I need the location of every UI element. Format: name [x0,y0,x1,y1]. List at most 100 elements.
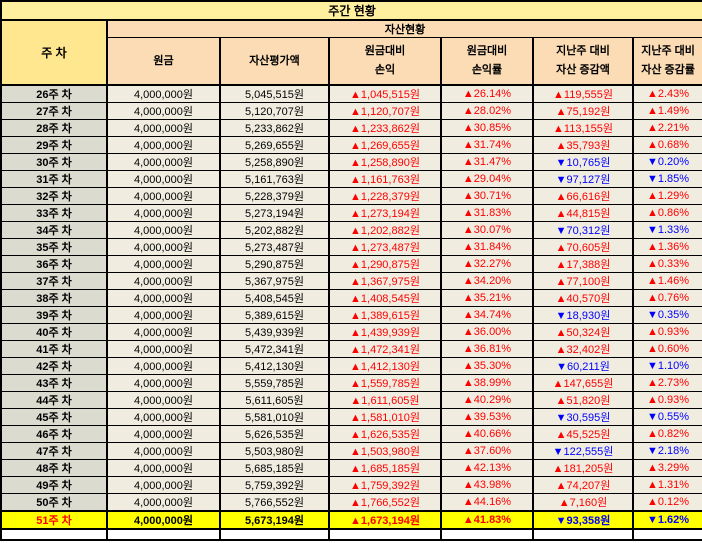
column-header-wow-change: 지난주 대비 자산 증감액 [532,37,634,86]
pl-rate-cell: ▲37.60% [440,442,534,460]
wow-change-cell: ▼70,312원 [532,221,634,239]
pl-cell: ▲1,120,707원 [328,102,442,120]
principal-cell: 4,000,000원 [106,102,221,120]
week-column-header: 주 차 [0,19,108,86]
pl-cell: ▲1,673,194원 [328,510,442,530]
table-row: 45주 차 4,000,000원 5,581,010원 ▲1,581,010원 ▲39.… [0,408,702,426]
wow-rate-cell: ▼1.62% [631,510,702,530]
week-cell: 45주 차 [0,408,108,426]
wow-change-cell: ▼97,127원 [532,170,634,188]
valuation-cell: 5,389,615원 [219,306,330,324]
table-row: 35주 차 4,000,000원 5,273,487원 ▲1,273,487원 ▲31.… [0,238,702,256]
pl-rate-cell: ▲41.83% [440,510,534,530]
table-row: 30주 차 4,000,000원 5,258,890원 ▲1,258,890원 ▲31.… [0,153,702,171]
table-row: 46주 차 4,000,000원 5,626,535원 ▲1,626,535원 ▲40.… [0,425,702,443]
principal-cell: 4,000,000원 [106,510,221,530]
wow-change-cell: ▲75,192원 [532,102,634,120]
column-header-row: 원금 자산평가액 원금대비 손익 원금대비 손익률 지난주 대비 자산 증감액 … [1,37,702,86]
pl-cell: ▲1,766,552원 [328,493,442,512]
pl-rate-cell: ▲26.14% [440,84,534,103]
table-row: 38주 차 4,000,000원 5,408,545원 ▲1,408,545원 ▲35.… [0,289,702,307]
table-row: 48주 차 4,000,000원 5,685,185원 ▲1,685,185원 ▲42.… [0,459,702,477]
valuation-cell: 5,766,552원 [219,493,330,512]
week-cell: 28주 차 [0,119,108,137]
pl-cell: ▲1,559,785원 [328,374,442,392]
table-row: 37주 차 4,000,000원 5,367,975원 ▲1,367,975원 ▲34.… [0,272,702,290]
principal-cell: 4,000,000원 [106,289,221,307]
column-header-principal: 원금 [106,37,221,86]
pl-cell: ▲1,439,939원 [328,323,442,341]
pl-rate-cell: ▲30.85% [440,119,534,137]
wow-change-cell: ▼60,211원 [532,357,634,375]
title-row: 주간 현황 [0,0,702,21]
valuation-cell: 5,161,763원 [219,170,330,188]
valuation-cell: 5,673,194원 [219,510,330,530]
table-row: 33주 차 4,000,000원 5,273,194원 ▲1,273,194원 ▲31.… [0,204,702,222]
pl-rate-cell: ▲34.74% [440,306,534,324]
pl-rate-cell: ▲35.21% [440,289,534,307]
week-cell: 30주 차 [0,153,108,171]
pl-cell: ▲1,290,875원 [328,255,442,273]
valuation-cell: 5,202,882원 [219,221,330,239]
week-cell: 37주 차 [0,272,108,290]
valuation-cell: 5,412,130원 [219,357,330,375]
empty-cell [219,528,330,540]
week-cell: 38주 차 [0,289,108,307]
wow-change-cell: ▲147,655원 [532,374,634,392]
pl-cell: ▲1,408,545원 [328,289,442,307]
pl-rate-cell: ▲31.47% [440,153,534,171]
pl-rate-cell: ▲36.81% [440,340,534,358]
column-header-wow-rate: 지난주 대비 자산 증감률 [631,37,702,86]
partial-bottom-row [0,528,702,540]
pl-cell: ▲1,581,010원 [328,408,442,426]
week-cell: 26주 차 [0,84,108,103]
table-row: 50주 차 4,000,000원 5,766,552원 ▲1,766,552원 ▲44.… [0,493,702,512]
pl-cell: ▲1,228,379원 [328,187,442,205]
wow-rate-cell: ▲1.49% [631,102,702,120]
pl-cell: ▲1,258,890원 [328,153,442,171]
column-header-valuation: 자산평가액 [219,37,330,86]
principal-cell: 4,000,000원 [106,374,221,392]
page-title: 주간 현황 [0,0,702,21]
pl-cell: ▲1,202,882원 [328,221,442,239]
wow-rate-cell: ▼1.33% [631,221,702,239]
principal-cell: 4,000,000원 [106,238,221,256]
wow-rate-cell: ▲0.93% [631,323,702,341]
week-cell: 39주 차 [0,306,108,324]
wow-change-cell: ▲7,160원 [532,493,634,512]
table-row: 42주 차 4,000,000원 5,412,130원 ▲1,412,130원 ▲35.… [0,357,702,375]
wow-rate-cell: ▲2.73% [631,374,702,392]
wow-change-cell: ▲119,555원 [532,84,634,103]
week-cell: 27주 차 [0,102,108,120]
wow-change-cell: ▲44,815원 [532,204,634,222]
column-header-pl: 원금대비 손익 [328,37,442,86]
group-header-row: 주 차 자산현황 [0,19,702,86]
wow-rate-cell: ▲0.12% [631,493,702,512]
week-cell: 47주 차 [0,442,108,460]
wow-rate-cell: ▲0.93% [631,391,702,409]
wow-change-cell: ▲17,388원 [532,255,634,273]
table-row: 32주 차 4,000,000원 5,228,379원 ▲1,228,379원 ▲30.… [0,187,702,205]
valuation-cell: 5,269,655원 [219,136,330,154]
valuation-cell: 5,228,379원 [219,187,330,205]
empty-cell [328,528,442,540]
wow-rate-cell: ▼1.85% [631,170,702,188]
week-cell: 51주 차 [0,510,108,530]
pl-rate-cell: ▲38.99% [440,374,534,392]
pl-cell: ▲1,273,194원 [328,204,442,222]
week-cell: 46주 차 [0,425,108,443]
table-row: 36주 차 4,000,000원 5,290,875원 ▲1,290,875원 ▲32.… [0,255,702,273]
column-header-pl-rate: 원금대비 손익률 [440,37,534,86]
wow-rate-cell: ▲1.46% [631,272,702,290]
pl-cell: ▲1,472,341원 [328,340,442,358]
principal-cell: 4,000,000원 [106,476,221,494]
table-row: 39주 차 4,000,000원 5,389,615원 ▲1,389,615원 ▲34.… [0,306,702,324]
principal-cell: 4,000,000원 [106,153,221,171]
wow-change-cell: ▲50,324원 [532,323,634,341]
pl-rate-cell: ▲29.04% [440,170,534,188]
empty-cell [631,528,702,540]
principal-cell: 4,000,000원 [106,84,221,103]
week-cell: 49주 차 [0,476,108,494]
pl-cell: ▲1,412,130원 [328,357,442,375]
